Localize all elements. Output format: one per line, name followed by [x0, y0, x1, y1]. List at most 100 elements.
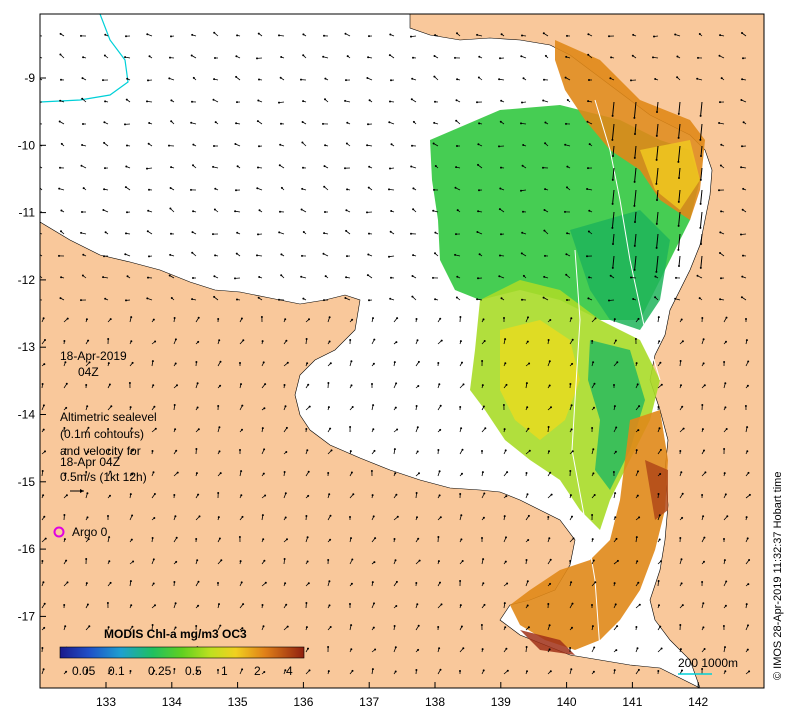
velocity-arrowhead — [241, 515, 244, 518]
velocity-arrowhead — [60, 276, 63, 279]
velocity-arrowhead — [368, 165, 371, 168]
velocity-arrowhead — [653, 35, 655, 38]
x-tick-label: 138 — [425, 695, 445, 709]
velocity-arrowhead — [525, 646, 528, 648]
velocity-arrowhead — [85, 471, 88, 473]
velocity-arrowhead — [638, 603, 641, 606]
velocity-arrowhead — [522, 210, 524, 213]
velocity-arrow — [678, 255, 681, 267]
velocity-arrowhead — [483, 603, 486, 606]
velocity-arrowhead — [570, 428, 573, 431]
velocity-arrowhead — [169, 187, 172, 189]
velocity-arrowhead — [543, 229, 546, 232]
velocity-arrowhead — [395, 493, 398, 496]
velocity-arrowhead — [411, 295, 414, 298]
velocity-arrowhead — [262, 538, 265, 541]
velocity-arrowhead — [504, 449, 507, 452]
velocity-arrowhead — [388, 121, 391, 124]
velocity-arrowhead — [308, 669, 311, 672]
velocity-arrowhead — [368, 35, 370, 38]
velocity-arrowhead — [82, 123, 84, 125]
velocity-arrowhead — [373, 602, 375, 605]
legend-line-4: 18-Apr 04Z — [60, 455, 120, 469]
velocity-arrowhead — [286, 625, 289, 628]
velocity-arrowhead — [168, 274, 171, 277]
velocity-arrowhead — [366, 144, 369, 147]
velocity-arrowhead — [257, 166, 259, 169]
velocity-arrowhead — [478, 189, 480, 192]
velocity-arrowhead — [676, 76, 679, 79]
velocity-arrowhead — [104, 167, 106, 170]
velocity-arrowhead — [550, 493, 553, 496]
velocity-arrowhead — [284, 492, 287, 495]
velocity-arrowhead — [305, 428, 308, 430]
velocity-arrowhead — [234, 143, 237, 145]
velocity-arrowhead — [746, 450, 749, 453]
velocity-arrowhead — [724, 406, 727, 409]
velocity-arrowhead — [324, 98, 326, 101]
velocity-arrowhead — [719, 164, 722, 167]
velocity-arrowhead — [146, 297, 149, 300]
velocity-arrowhead — [654, 275, 657, 278]
velocity-arrowhead — [197, 428, 200, 431]
velocity-arrowhead — [660, 383, 663, 386]
x-axis: 133 134 135 136 137 138 139 140 141 142 — [96, 682, 709, 709]
velocity-arrowhead — [478, 55, 481, 58]
velocity-arrowhead — [345, 229, 348, 232]
velocity-arrowhead — [588, 79, 590, 81]
velocity-arrowhead — [327, 559, 330, 561]
velocity-arrowhead — [723, 538, 725, 540]
velocity-arrowhead — [720, 210, 723, 213]
velocity-arrowhead — [614, 492, 617, 495]
velocity-arrow — [678, 123, 681, 138]
velocity-arrowhead — [500, 99, 503, 102]
velocity-arrowhead — [699, 178, 702, 181]
velocity-arrowhead — [417, 648, 420, 651]
velocity-arrowhead — [175, 449, 178, 452]
velocity-arrowhead — [677, 136, 680, 139]
velocity-arrowhead — [371, 494, 374, 497]
velocity-arrowhead — [59, 53, 62, 56]
velocity-arrowhead — [285, 339, 288, 342]
velocity-arrowhead — [174, 626, 177, 629]
velocity-arrow — [678, 189, 681, 202]
velocity-arrowhead — [219, 472, 222, 475]
y-tick-label: -17 — [18, 609, 36, 623]
velocity-arrowhead — [417, 360, 420, 363]
velocity-arrowhead — [213, 78, 216, 81]
velocity-arrowhead — [146, 100, 148, 103]
velocity-arrowhead — [148, 255, 150, 258]
velocity-arrowhead — [498, 208, 501, 211]
velocity-arrowhead — [591, 538, 594, 541]
velocity-arrowhead — [63, 340, 66, 342]
velocity-arrowhead — [592, 559, 595, 562]
velocity-arrowhead — [549, 558, 552, 561]
velocity-arrowhead — [125, 165, 128, 168]
velocity-arrowhead — [456, 145, 458, 147]
velocity-arrowhead — [300, 275, 303, 278]
velocity-arrowhead — [374, 648, 377, 651]
velocity-arrowhead — [323, 165, 326, 168]
velocity-arrowhead — [214, 57, 216, 59]
velocity-arrowhead — [131, 514, 134, 517]
velocity-arrowhead — [106, 602, 109, 604]
velocity-arrowhead — [588, 209, 591, 212]
velocity-arrowhead — [195, 448, 198, 450]
velocity-arrowhead — [192, 210, 195, 213]
velocity-arrowhead — [108, 383, 111, 386]
velocity-arrowhead — [214, 121, 217, 124]
velocity-arrowhead — [65, 382, 68, 385]
velocity-arrowhead — [217, 318, 220, 320]
velocity-arrowhead — [104, 33, 107, 36]
velocity-arrow — [612, 145, 615, 157]
velocity-arrowhead — [300, 208, 303, 211]
velocity-arrowhead — [438, 494, 441, 497]
velocity-arrowhead — [240, 383, 242, 386]
velocity-arrowhead — [433, 121, 436, 124]
velocity-arrowhead — [322, 122, 324, 125]
velocity-arrowhead — [169, 253, 172, 256]
y-tick-label: -10 — [18, 138, 36, 152]
velocity-arrowhead — [148, 122, 151, 124]
velocity-arrowhead — [148, 188, 150, 191]
velocity-arrowhead — [257, 296, 260, 299]
